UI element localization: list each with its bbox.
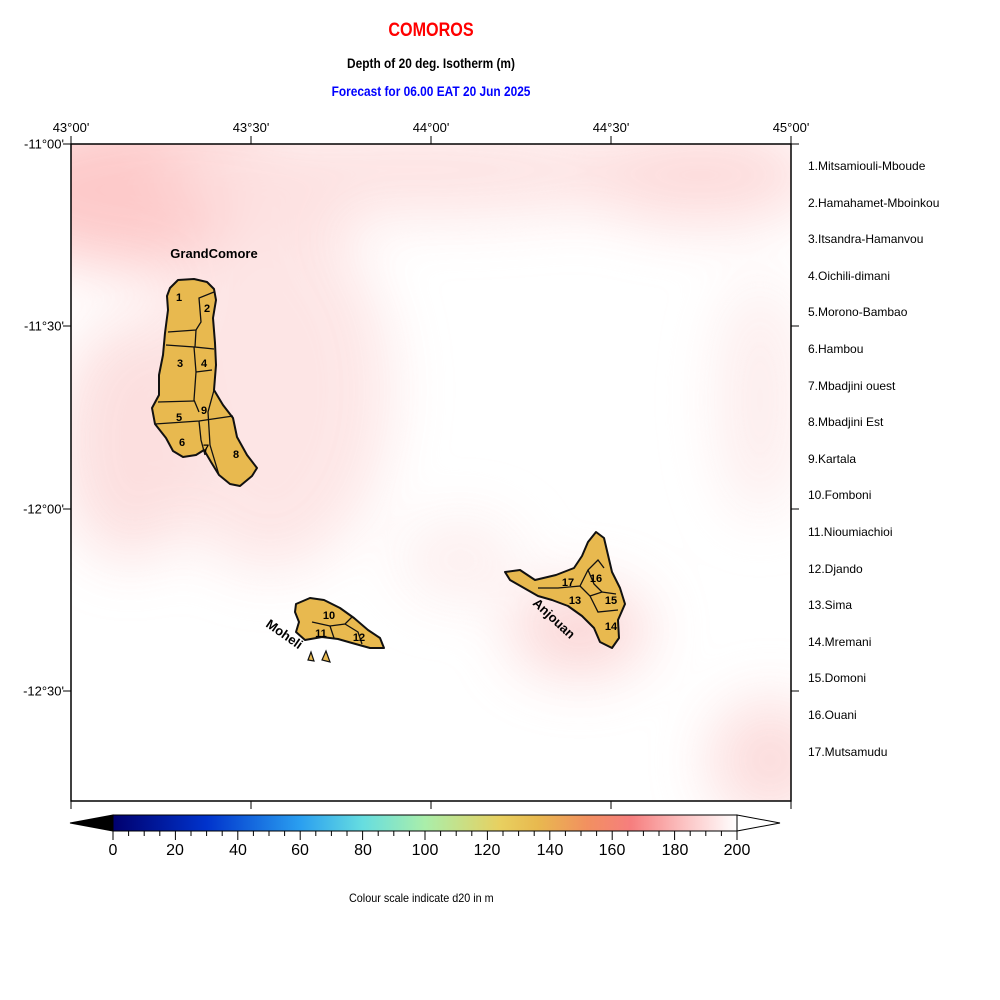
legend-item: 4.Oichili-dimani bbox=[808, 268, 891, 283]
lat-label-11-30: -11°30' bbox=[24, 318, 64, 334]
colorbar-label: 60 bbox=[291, 842, 309, 859]
colorbar-label: 120 bbox=[473, 842, 501, 859]
legend-item: 2.Hamahamet-Mboinkou bbox=[808, 195, 940, 210]
colorbar-label: 160 bbox=[598, 842, 626, 859]
moheli-island bbox=[294, 597, 385, 663]
colorbar-label: 80 bbox=[354, 842, 372, 859]
grand-comore-island bbox=[151, 278, 258, 487]
lat-label-12-30: -12°30' bbox=[23, 683, 64, 699]
region-number: 17 bbox=[562, 577, 574, 589]
colorbar-label: 40 bbox=[229, 842, 247, 859]
lon-label-44-00: 44°00' bbox=[412, 120, 450, 135]
region-number: 9 bbox=[201, 405, 207, 417]
legend-item: 16.Ouani bbox=[808, 707, 857, 722]
colorbar-ramp bbox=[112, 814, 738, 832]
legend-item: 10.Fomboni bbox=[808, 488, 872, 503]
legend-item: 6.Hambou bbox=[808, 341, 864, 356]
region-number: 15 bbox=[605, 595, 617, 607]
region-number: 5 bbox=[176, 412, 182, 424]
legend-item: 12.Djando bbox=[808, 561, 863, 576]
legend-item: 13.Sima bbox=[808, 598, 853, 613]
region-number: 8 bbox=[233, 449, 239, 461]
legend-item: 5.Morono-Bambao bbox=[808, 305, 908, 320]
region-legend: 1.Mitsamiouli-Mboude 2.Hamahamet-Mboinko… bbox=[808, 158, 939, 780]
region-number: 16 bbox=[590, 573, 602, 585]
colorbar-label: 200 bbox=[723, 842, 751, 859]
lat-label-11-00: -11°00' bbox=[24, 136, 64, 152]
lon-label-44-30: 44°30' bbox=[592, 120, 630, 135]
colorbar-max-arrow bbox=[736, 814, 781, 832]
colorbar-caption: Colour scale indicate d20 in m bbox=[349, 891, 494, 905]
region-numbers: 1 2 3 4 5 6 7 8 9 10 11 12 13 14 15 16 1… bbox=[176, 292, 618, 644]
lon-label-45-00: 45°00' bbox=[772, 120, 810, 135]
map-title: COMOROS bbox=[388, 20, 474, 41]
axis-ticks bbox=[63, 136, 799, 809]
d20-field bbox=[71, 144, 791, 801]
region-number: 2 bbox=[204, 303, 210, 315]
colorbar bbox=[69, 814, 781, 840]
forecast-time: Forecast for 06.00 EAT 20 Jun 2025 bbox=[331, 83, 531, 99]
region-number: 13 bbox=[569, 595, 581, 607]
grand-comore-label: GrandComore bbox=[170, 246, 257, 261]
colorbar-min-arrow bbox=[69, 814, 114, 832]
legend-item: 9.Kartala bbox=[808, 451, 857, 466]
region-number: 12 bbox=[353, 632, 365, 644]
map-subtitle: Depth of 20 deg. Isotherm (m) bbox=[347, 55, 515, 71]
colorbar-label: 100 bbox=[411, 842, 439, 859]
region-number: 6 bbox=[179, 437, 185, 449]
legend-item: 15.Domoni bbox=[808, 671, 867, 686]
colorbar-label: 20 bbox=[166, 842, 184, 859]
region-number: 3 bbox=[177, 358, 183, 370]
region-number: 4 bbox=[201, 358, 208, 370]
colorbar-label: 140 bbox=[536, 842, 564, 859]
lon-label-43-30: 43°30' bbox=[232, 120, 270, 135]
legend-item: 17.Mutsamudu bbox=[808, 744, 888, 759]
legend-item: 8.Mbadjini Est bbox=[808, 415, 884, 430]
colorbar-label: 0 bbox=[108, 842, 118, 859]
colorbar-label: 180 bbox=[661, 842, 689, 859]
region-number: 10 bbox=[323, 610, 335, 622]
region-number: 1 bbox=[176, 292, 182, 304]
lat-label-12-00: -12°00' bbox=[23, 501, 64, 517]
legend-item: 3.Itsandra-Hamanvou bbox=[808, 232, 924, 247]
anjouan-island bbox=[504, 531, 626, 649]
legend-item: 11.Nioumiachioi bbox=[808, 524, 893, 539]
region-number: 14 bbox=[605, 621, 618, 633]
legend-item: 7.Mbadjini ouest bbox=[808, 378, 896, 393]
lon-label-43-00: 43°00' bbox=[52, 120, 90, 135]
legend-item: 14.Mremani bbox=[808, 634, 872, 649]
region-number: 11 bbox=[315, 628, 327, 640]
legend-item: 1.Mitsamiouli-Mboude bbox=[808, 159, 926, 173]
region-number: 7 bbox=[203, 443, 209, 455]
